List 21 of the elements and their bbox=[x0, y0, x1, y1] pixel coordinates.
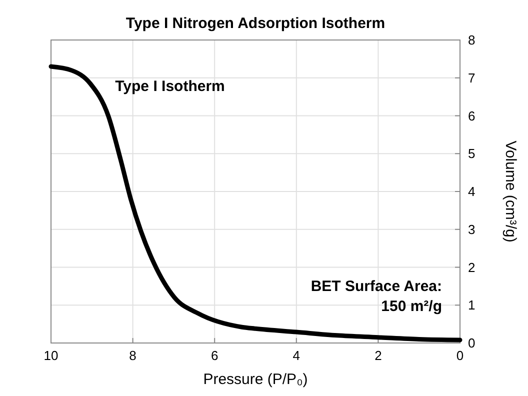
y-axis-title: Volume (cm³/g) bbox=[502, 140, 519, 242]
y-tick-label: 1 bbox=[468, 298, 476, 313]
y-tick-label: 3 bbox=[468, 222, 476, 237]
x-tick-label: 2 bbox=[374, 348, 382, 363]
y-tick-label: 8 bbox=[468, 32, 476, 48]
x-tick-label: 0 bbox=[456, 348, 464, 363]
x-tick-label: 4 bbox=[292, 348, 300, 363]
x-axis-title: Pressure (P/P₀) bbox=[203, 371, 308, 388]
y-tick-label: 0 bbox=[468, 336, 476, 350]
x-tick-label: 6 bbox=[210, 348, 218, 363]
y-tick-label: 7 bbox=[468, 70, 476, 86]
x-tick-label: 8 bbox=[129, 348, 136, 363]
y-tick-label: 5 bbox=[468, 146, 476, 162]
x-tick-label: 10 bbox=[44, 348, 58, 363]
annotation: Type I Isotherm bbox=[115, 78, 225, 95]
chart-title: Type I Nitrogen Adsorption Isotherm bbox=[126, 15, 386, 32]
y-tick-label: 2 bbox=[468, 260, 476, 275]
annotation: BET Surface Area: 150 m²/g bbox=[310, 278, 442, 315]
y-tick-label: 6 bbox=[468, 108, 476, 124]
line-series bbox=[48, 64, 462, 342]
y-tick-label: 4 bbox=[468, 184, 476, 199]
